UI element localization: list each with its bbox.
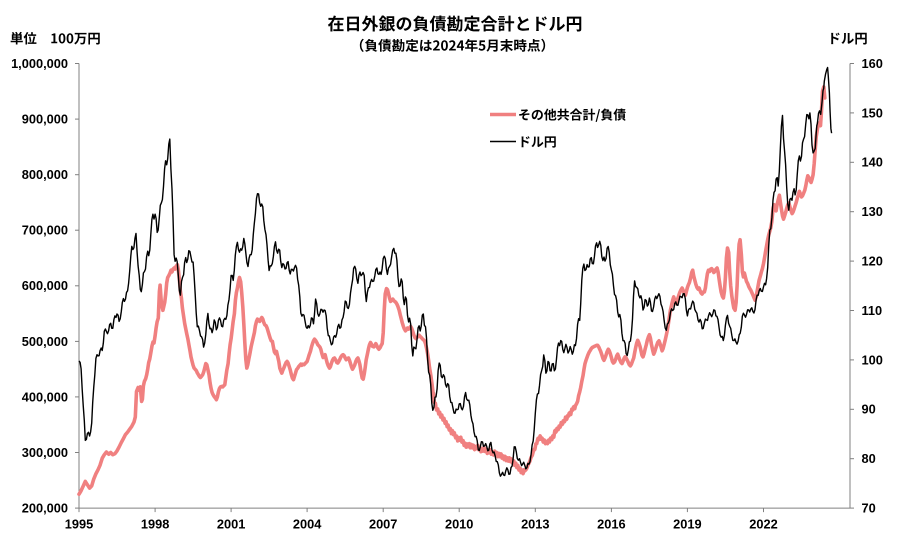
svg-text:100: 100 bbox=[862, 352, 883, 367]
svg-text:1998: 1998 bbox=[141, 517, 169, 532]
svg-text:900,000: 900,000 bbox=[22, 112, 68, 127]
svg-text:700,000: 700,000 bbox=[22, 223, 68, 238]
svg-text:80: 80 bbox=[862, 451, 876, 466]
svg-text:1,000,000: 1,000,000 bbox=[11, 56, 68, 71]
svg-text:1995: 1995 bbox=[65, 517, 93, 532]
svg-text:600,000: 600,000 bbox=[22, 278, 68, 293]
svg-text:800,000: 800,000 bbox=[22, 167, 68, 182]
svg-text:2004: 2004 bbox=[293, 517, 322, 532]
svg-text:300,000: 300,000 bbox=[22, 445, 68, 460]
svg-text:130: 130 bbox=[862, 204, 883, 219]
svg-text:400,000: 400,000 bbox=[22, 389, 68, 404]
svg-text:2016: 2016 bbox=[597, 517, 625, 532]
svg-text:200,000: 200,000 bbox=[22, 501, 68, 516]
svg-text:70: 70 bbox=[862, 501, 876, 516]
svg-text:2019: 2019 bbox=[673, 517, 701, 532]
svg-text:2010: 2010 bbox=[445, 517, 473, 532]
svg-text:120: 120 bbox=[862, 254, 883, 269]
svg-text:2022: 2022 bbox=[749, 517, 777, 532]
svg-text:90: 90 bbox=[862, 402, 876, 417]
svg-text:2013: 2013 bbox=[521, 517, 549, 532]
svg-text:2007: 2007 bbox=[369, 517, 397, 532]
svg-text:160: 160 bbox=[862, 56, 883, 71]
svg-text:2001: 2001 bbox=[217, 517, 245, 532]
svg-text:110: 110 bbox=[862, 303, 883, 318]
svg-text:140: 140 bbox=[862, 155, 883, 170]
svg-text:150: 150 bbox=[862, 105, 883, 120]
svg-text:500,000: 500,000 bbox=[22, 334, 68, 349]
